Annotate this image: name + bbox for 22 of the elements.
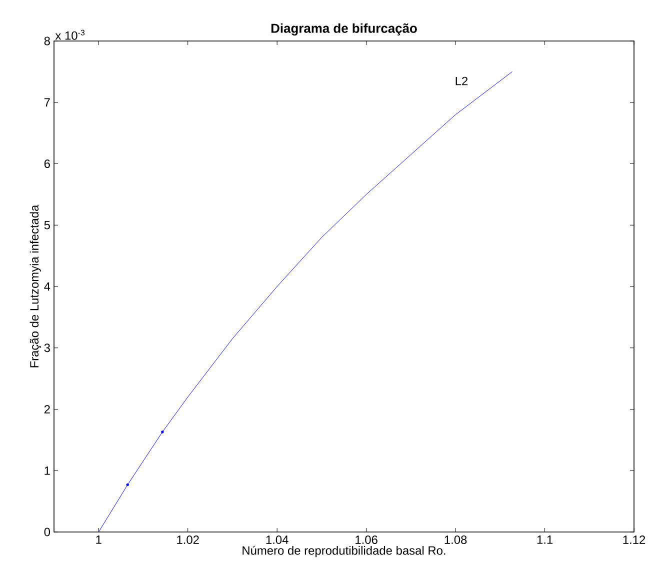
x-tick-label: 1.08 <box>444 536 467 544</box>
x-tick-label: 1 <box>96 536 102 544</box>
line-series <box>98 71 512 532</box>
x-tick-label: 1.06 <box>356 536 378 544</box>
y-tick-label: 6 <box>44 160 50 168</box>
y-tick-label: 0 <box>44 528 50 536</box>
chart-title: Diagrama de bifurcação <box>271 23 417 36</box>
y-axis-title: Fração de Lutzomyia infectada <box>30 204 41 368</box>
x-tick-label: 1.02 <box>177 536 199 544</box>
x-tick-label: 1.12 <box>623 536 646 544</box>
x-axis-title: Número de reprodutibilidade basal Ro. <box>242 546 446 558</box>
text: x 10$^{-3}$ <box>55 30 85 40</box>
y-tick-label: 5 <box>44 220 50 230</box>
y-tick-label: 8 <box>44 36 50 46</box>
y-tick-label: 4 <box>44 282 50 291</box>
y-tick-label: 3 <box>44 344 50 352</box>
x-tick-label: 1.1 <box>537 536 552 544</box>
annotation: L2 <box>456 76 468 86</box>
x-tick-label: 1.04 <box>266 536 288 544</box>
y-tick-label: 7 <box>44 98 50 106</box>
y-tick-label: 1 <box>44 466 50 475</box>
y-tick-label: 2 <box>44 405 50 414</box>
